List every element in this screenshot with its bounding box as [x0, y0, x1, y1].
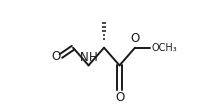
Text: N: N	[79, 51, 88, 64]
Text: H: H	[89, 51, 98, 64]
Text: O: O	[115, 91, 124, 104]
Text: O: O	[51, 50, 60, 62]
Text: O: O	[130, 32, 140, 45]
Text: OCH₃: OCH₃	[152, 43, 177, 53]
